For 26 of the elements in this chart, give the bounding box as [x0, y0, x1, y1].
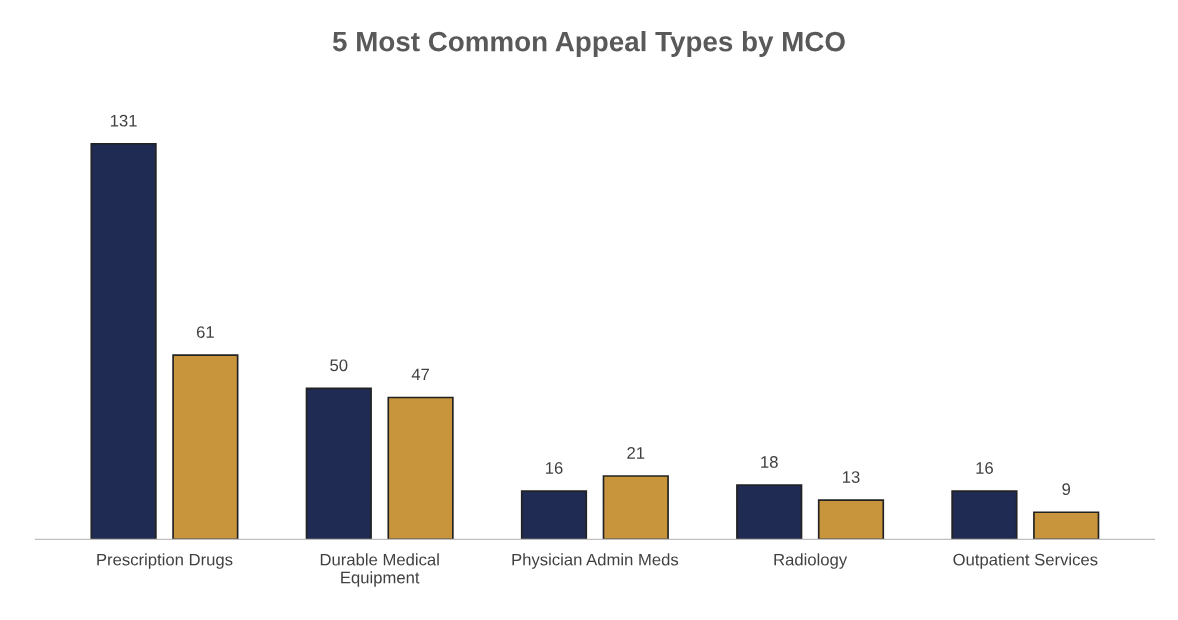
- bar: [1033, 511, 1100, 540]
- bar: [387, 396, 454, 540]
- bar: [602, 475, 669, 540]
- data-label: 16: [976, 462, 993, 474]
- x-tick-label: Outpatient Services: [953, 553, 1098, 569]
- bar: [172, 354, 239, 540]
- chart-title: 5 Most Common Appeal Types by MCO: [332, 31, 845, 57]
- bar: [305, 387, 372, 540]
- data-label: 9: [1062, 483, 1071, 496]
- bar: [951, 490, 1018, 540]
- data-label: 13: [842, 471, 860, 483]
- data-label: 50: [330, 359, 348, 372]
- x-tick-label: Durable Medical Equipment: [320, 553, 439, 587]
- data-label: 47: [411, 368, 429, 381]
- x-tick-label: Prescription Drugs: [97, 553, 233, 569]
- data-label: 131: [110, 114, 137, 127]
- data-label: 18: [761, 456, 778, 468]
- bar: [90, 142, 157, 540]
- bar: [736, 484, 803, 540]
- x-tick-label: Radiology: [774, 553, 848, 569]
- data-label: 61: [196, 326, 214, 338]
- bar: [520, 490, 588, 540]
- bar: [817, 499, 885, 540]
- data-label: 21: [627, 446, 645, 459]
- x-tick-label: Physician Admin Meds: [512, 553, 679, 569]
- data-label: 16: [546, 462, 563, 474]
